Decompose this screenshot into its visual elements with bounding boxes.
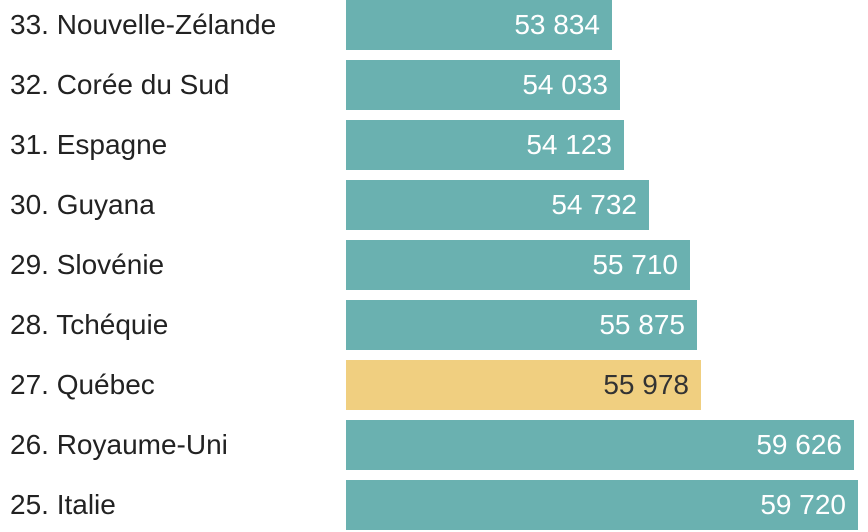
value-label: 55 978	[603, 369, 689, 400]
category-label: 28. Tchéquie	[10, 309, 169, 340]
value-label: 54 033	[522, 69, 608, 100]
value-label: 59 720	[760, 489, 846, 520]
category-label: 25. Italie	[10, 489, 116, 520]
chart-row: 27. Québec 55 978	[0, 360, 868, 410]
category-label: 29. Slovénie	[10, 249, 165, 280]
category-label: 32. Corée du Sud	[10, 69, 230, 100]
bar: 53 834	[346, 0, 612, 50]
bar: 55 875	[346, 300, 697, 350]
category-label: 31. Espagne	[10, 129, 168, 160]
category-label: 26. Royaume-Uni	[10, 429, 228, 460]
bar: 59 720	[346, 480, 858, 530]
chart-row: 25. Italie 59 720	[0, 480, 868, 530]
value-label: 55 710	[592, 249, 678, 280]
category-label: 30. Guyana	[10, 189, 155, 220]
bar-highlighted: 55 978	[346, 360, 701, 410]
value-label: 59 626	[756, 429, 842, 460]
chart-row: 31. Espagne 54 123	[0, 120, 868, 170]
bar: 54 732	[346, 180, 649, 230]
value-label: 54 732	[551, 189, 637, 220]
chart-row: 33. Nouvelle-Zélande 53 834	[0, 0, 868, 50]
category-label: 33. Nouvelle-Zélande	[10, 9, 277, 40]
value-label: 54 123	[526, 129, 612, 160]
chart-row: 28. Tchéquie 55 875	[0, 300, 868, 350]
chart-row: 26. Royaume-Uni 59 626	[0, 420, 868, 470]
chart-row: 30. Guyana 54 732	[0, 180, 868, 230]
bar: 55 710	[346, 240, 690, 290]
value-label: 53 834	[514, 9, 600, 40]
value-label: 55 875	[599, 309, 685, 340]
chart-row: 29. Slovénie 55 710	[0, 240, 868, 290]
bar: 54 123	[346, 120, 624, 170]
bar: 54 033	[346, 60, 620, 110]
chart-row: 32. Corée du Sud 54 033	[0, 60, 868, 110]
bar: 59 626	[346, 420, 854, 470]
category-label: 27. Québec	[10, 369, 155, 400]
